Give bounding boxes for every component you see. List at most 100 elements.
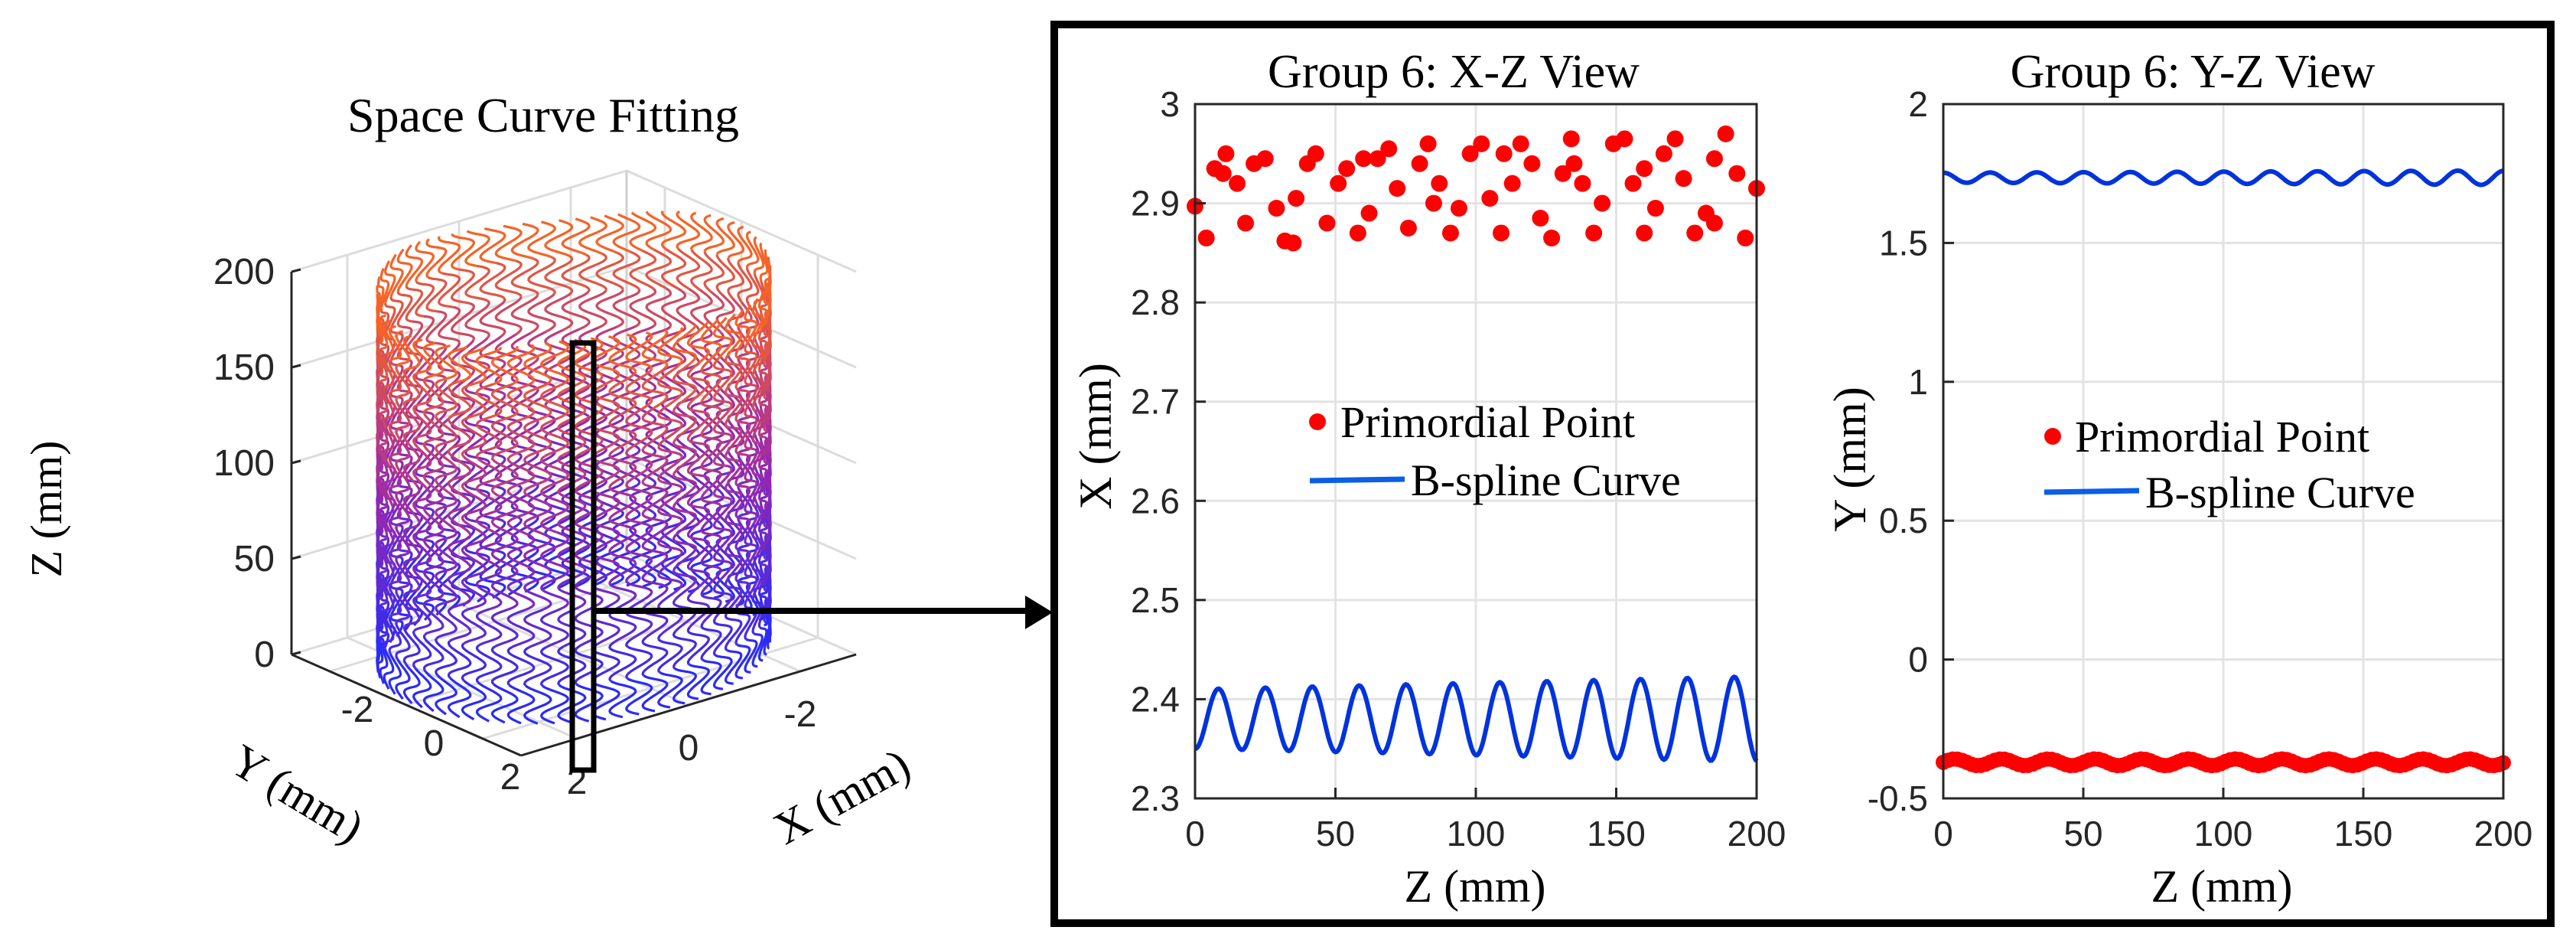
space-curve-segment xyxy=(712,464,733,501)
space-curve-segment xyxy=(423,564,445,602)
space-curve-segment xyxy=(712,316,733,360)
space-curve-segment xyxy=(389,523,404,559)
space-curve-segment xyxy=(629,435,657,476)
space-curve-segment xyxy=(744,415,758,451)
space-curve-segment xyxy=(641,406,669,449)
yz-xtick-label: 0 xyxy=(1933,814,1953,854)
space-curve-segment xyxy=(641,674,669,713)
space-curve-segment xyxy=(425,276,448,313)
space-curve-segment xyxy=(506,494,536,536)
space-curve-segment xyxy=(672,512,698,551)
z-tick-mark xyxy=(291,459,301,465)
space-curve-segment xyxy=(574,644,604,685)
space-curve-segment xyxy=(523,418,552,459)
space-curve-segment xyxy=(388,474,402,514)
xz-ytick-label: 2.3 xyxy=(1131,778,1180,818)
space-curve-segment xyxy=(461,606,487,645)
space-curve-segment xyxy=(657,515,684,554)
xz-point xyxy=(1355,150,1373,168)
space-curve-segment xyxy=(523,646,552,687)
space-curve-segment xyxy=(676,288,701,330)
space-curve-segment xyxy=(523,380,552,421)
space-curve-segment xyxy=(383,576,395,612)
space-curve-segment xyxy=(539,684,570,725)
space-curve-segment xyxy=(686,321,711,364)
space-curve-segment xyxy=(767,423,772,459)
space-curve-segment xyxy=(396,397,413,441)
space-curve-segment xyxy=(700,469,722,506)
y-tick-label: 0 xyxy=(679,728,699,769)
space-curve-segment xyxy=(415,387,435,432)
xz-xtick-label: 100 xyxy=(1447,814,1506,854)
space-curve-segment xyxy=(725,533,743,576)
xz-point xyxy=(1229,175,1246,192)
space-curve-segment xyxy=(724,392,743,429)
space-curve-segment xyxy=(595,473,624,513)
space-curve-segment xyxy=(388,616,402,655)
yz-ytick-label: -0.5 xyxy=(1868,778,1928,818)
space-curve-segment xyxy=(479,374,506,416)
space-curve-segment xyxy=(490,345,519,385)
space-curve-segment xyxy=(641,519,669,557)
space-curve-segment xyxy=(686,545,711,588)
xz-point xyxy=(1217,145,1235,162)
space-curve-segment xyxy=(757,626,768,662)
space-curve-segment xyxy=(527,550,556,591)
yz-x-axis-label: Z (mm) xyxy=(2151,861,2293,912)
space-curve-segment xyxy=(751,597,764,635)
space-curve-segment xyxy=(510,294,539,335)
space-curve-segment xyxy=(734,489,751,530)
space-curve-segment xyxy=(396,291,413,328)
space-curve-segment xyxy=(506,533,536,573)
yz-xtick-label: 200 xyxy=(2474,814,2533,854)
space-curve-segment xyxy=(595,547,625,587)
space-curve-segment xyxy=(578,511,608,550)
space-curve-segment xyxy=(376,599,384,638)
space-curve-segment xyxy=(475,346,503,386)
space-curve-segment xyxy=(450,233,476,271)
space-curve-segment xyxy=(405,583,424,626)
space-curve-segment xyxy=(703,214,725,253)
space-curve-segment xyxy=(763,397,770,432)
space-curve-segment xyxy=(523,494,552,535)
y-axis-edge xyxy=(291,653,522,757)
space-curve-segment xyxy=(715,335,735,376)
xz-xtick-label: 150 xyxy=(1587,814,1646,854)
space-curve-segment xyxy=(744,304,758,346)
space-curve-segment xyxy=(490,382,519,422)
space-curve-segment xyxy=(690,211,713,250)
space-curve-segment xyxy=(395,330,411,367)
yz-ytick-label: 2 xyxy=(1908,84,1928,124)
xz-point xyxy=(1636,224,1653,242)
yz-chart-title: Group 6: Y-Z View xyxy=(2011,46,2376,98)
space-curve-segment xyxy=(660,552,687,591)
space-curve-segment xyxy=(645,513,672,553)
space-curve-segment xyxy=(578,216,608,255)
xz-point xyxy=(1562,130,1580,148)
space-curve-segment xyxy=(629,325,657,364)
space-curve-segment xyxy=(412,488,432,527)
space-curve-segment xyxy=(388,653,402,695)
space-curve-segment xyxy=(422,490,445,530)
space-curve-segment xyxy=(379,382,389,421)
z-tick-label: 200 xyxy=(213,252,275,292)
space-curve-segment xyxy=(734,309,751,351)
xz-point xyxy=(1399,219,1417,237)
xz-point xyxy=(1565,155,1583,172)
space-curve-segment xyxy=(737,262,753,304)
space-curve-segment xyxy=(464,523,490,563)
space-curve-segment xyxy=(686,474,711,511)
space-curve-segment xyxy=(757,436,768,472)
space-curve-segment xyxy=(608,562,637,603)
space-curve-segment xyxy=(447,493,472,534)
space-curve-segment xyxy=(510,479,539,517)
xz-point xyxy=(1503,175,1521,192)
z-tick-label: 150 xyxy=(213,348,275,388)
space-curve-segment xyxy=(402,626,421,665)
space-curve-segment xyxy=(751,516,764,559)
space-curve-segment xyxy=(379,420,389,462)
space-curve-segment xyxy=(727,297,745,341)
space-curve-segment xyxy=(402,663,421,704)
space-curve-segment xyxy=(461,346,487,385)
xz-x-axis-label: Z (mm) xyxy=(1405,861,1546,912)
